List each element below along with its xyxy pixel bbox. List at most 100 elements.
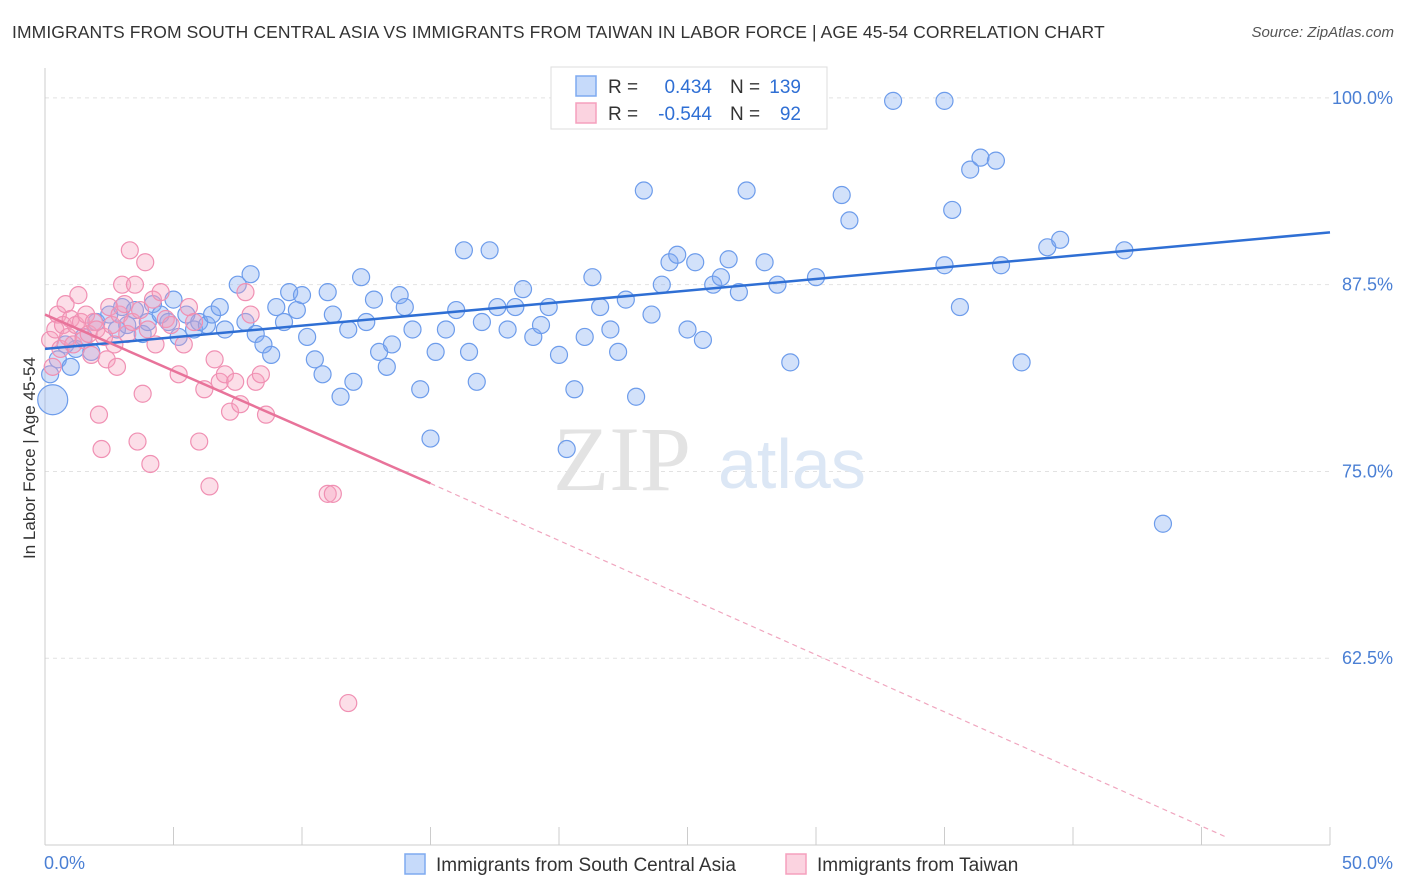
data-point-taiwan — [136, 253, 155, 272]
watermark-atlas: atlas — [718, 425, 866, 503]
data-point-south-central-asia — [305, 350, 324, 369]
data-point-south-central-asia — [228, 275, 247, 294]
data-point-taiwan — [107, 357, 127, 376]
data-point-south-central-asia — [1012, 353, 1031, 372]
data-point-south-central-asia — [660, 253, 679, 272]
data-point-south-central-asia — [41, 365, 60, 384]
data-point-south-central-asia — [950, 297, 970, 317]
bottom-legend: Immigrants from South Central Asia Immig… — [404, 853, 1018, 876]
data-point-taiwan — [84, 312, 103, 332]
data-point-south-central-asia — [711, 268, 731, 287]
data-point-south-central-asia — [737, 181, 756, 200]
data-point-south-central-asia — [609, 342, 628, 362]
data-point-taiwan — [43, 357, 62, 376]
data-point-south-central-asia — [202, 305, 222, 324]
data-point-taiwan — [77, 305, 96, 324]
data-point-taiwan — [339, 693, 358, 713]
data-point-south-central-asia — [935, 256, 954, 275]
tick-labels: 62.5% 75.0% 87.5% 100.0% 0.0% 50.0% — [44, 88, 1393, 873]
data-point-south-central-asia — [37, 384, 69, 416]
data-point-south-central-asia — [634, 181, 653, 200]
data-point-taiwan — [251, 365, 270, 384]
series-south-central-asia-points — [37, 91, 1173, 533]
data-point-taiwan — [97, 350, 116, 369]
data-point-south-central-asia — [686, 253, 705, 272]
legend-n-value-pink: 92 — [780, 104, 801, 125]
bottom-legend-label-blue: Immigrants from South Central Asia — [436, 855, 736, 876]
data-point-taiwan — [130, 300, 150, 320]
data-point-south-central-asia — [549, 345, 569, 364]
data-point-south-central-asia — [472, 312, 491, 332]
data-point-south-central-asia — [693, 330, 713, 350]
x-tick-label: 50.0% — [1342, 853, 1393, 873]
legend-r-value-blue: 0.434 — [664, 77, 712, 98]
y-axis-label: In Labor Force | Age 45-54 — [20, 357, 39, 559]
data-point-taiwan — [323, 484, 342, 503]
data-point-south-central-asia — [986, 151, 1006, 170]
data-point-south-central-asia — [480, 241, 499, 260]
data-point-taiwan — [141, 454, 160, 474]
data-point-south-central-asia — [292, 286, 312, 305]
data-point-south-central-asia — [531, 315, 551, 335]
data-point-taiwan — [120, 241, 139, 260]
y-tick-label: 75.0% — [1342, 461, 1393, 481]
axes — [44, 68, 1331, 846]
data-point-taiwan — [156, 309, 175, 329]
data-point-south-central-asia — [498, 320, 517, 339]
data-point-south-central-asia — [678, 320, 697, 339]
data-point-taiwan — [69, 286, 88, 305]
data-point-south-central-asia — [642, 305, 661, 324]
data-point-taiwan — [125, 275, 145, 294]
data-point-south-central-asia — [991, 256, 1011, 275]
legend-n-value-blue: 139 — [769, 77, 801, 98]
data-point-south-central-asia — [539, 297, 558, 317]
data-point-south-central-asia — [729, 283, 749, 302]
data-point-taiwan — [112, 275, 132, 294]
data-point-south-central-asia — [832, 185, 851, 205]
data-point-south-central-asia — [1153, 514, 1173, 533]
data-point-south-central-asia — [454, 241, 474, 260]
bottom-legend-swatch-blue — [404, 853, 426, 875]
trend-lines — [44, 231, 1331, 839]
data-point-south-central-asia — [352, 268, 371, 287]
data-point-south-central-asia — [411, 380, 430, 399]
data-point-south-central-asia — [61, 357, 80, 376]
data-point-south-central-asia — [565, 380, 584, 399]
data-point-south-central-asia — [961, 160, 980, 179]
legend-swatch-pink — [575, 102, 597, 124]
data-point-south-central-asia — [575, 327, 594, 347]
x-tick-label: 0.0% — [44, 853, 85, 873]
data-point-south-central-asia — [344, 372, 363, 391]
data-point-south-central-asia — [768, 275, 787, 294]
data-point-south-central-asia — [421, 429, 440, 448]
data-point-south-central-asia — [935, 91, 954, 110]
data-point-south-central-asia — [313, 365, 332, 384]
legend-r-label-pink: R = — [608, 104, 638, 125]
data-point-taiwan — [215, 365, 234, 384]
data-point-taiwan — [100, 297, 119, 317]
data-point-south-central-asia — [403, 320, 422, 339]
legend-box: R = 0.434 N = 139 R = -0.544 N = 92 — [550, 66, 828, 130]
data-point-south-central-asia — [601, 320, 620, 339]
data-point-south-central-asia — [357, 312, 376, 332]
data-point-taiwan — [220, 402, 240, 421]
data-point-south-central-asia — [339, 320, 358, 339]
watermark: ZIP atlas — [553, 408, 866, 510]
data-point-taiwan — [128, 432, 147, 451]
data-point-south-central-asia — [1051, 230, 1070, 249]
bottom-legend-label-pink: Immigrants from Taiwan — [817, 855, 1018, 876]
data-point-taiwan — [200, 477, 219, 496]
data-point-taiwan — [89, 405, 109, 424]
data-point-south-central-asia — [943, 200, 962, 220]
data-point-south-central-asia — [467, 372, 486, 391]
data-point-taiwan — [161, 315, 181, 335]
data-point-taiwan — [143, 290, 163, 309]
data-point-taiwan — [151, 283, 170, 302]
data-point-taiwan — [174, 335, 193, 354]
data-point-taiwan — [318, 484, 337, 503]
data-point-taiwan — [82, 345, 101, 364]
data-point-south-central-asia — [382, 335, 402, 354]
data-point-south-central-asia — [377, 357, 396, 376]
chart-title: IMMIGRANTS FROM SOUTH CENTRAL ASIA VS IM… — [12, 22, 1105, 42]
legend-r-label-blue: R = — [608, 77, 638, 98]
